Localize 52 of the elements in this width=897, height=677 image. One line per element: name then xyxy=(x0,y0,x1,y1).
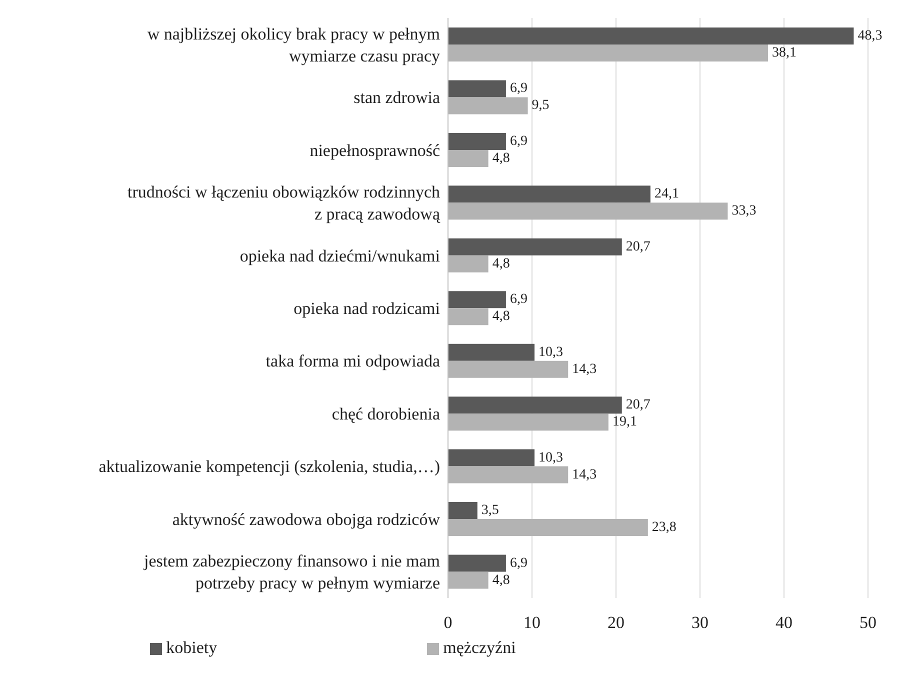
data-label: 10,3 xyxy=(538,450,564,466)
bar xyxy=(448,132,506,150)
y-tick-label: aktywność zawodowa obojga rodziców xyxy=(172,509,441,528)
data-label: 4,8 xyxy=(492,572,510,588)
bar xyxy=(448,554,506,572)
legend-label: kobiety xyxy=(166,638,218,657)
bar xyxy=(448,502,478,520)
data-label: 6,9 xyxy=(510,292,528,308)
y-tick-label: jestem zabezpieczony finansowo i nie mam potrzeby pracy w pełnym wymiarze xyxy=(143,551,440,592)
data-label: 14,3 xyxy=(572,362,597,377)
bar xyxy=(448,291,506,308)
x-tick-label: 0 xyxy=(444,613,452,632)
y-tick-label: taka forma mi odpowiada xyxy=(266,351,440,370)
data-label: 24,1 xyxy=(654,186,679,202)
y-tick-label: opieka nad rodzicami xyxy=(294,298,440,318)
legend-label: mężczyźni xyxy=(443,638,516,657)
bar xyxy=(448,449,535,466)
data-label: 10,3 xyxy=(538,344,564,360)
bar xyxy=(448,27,854,44)
data-label: 14,3 xyxy=(572,467,597,482)
bar xyxy=(448,238,622,256)
x-tick-label: 10 xyxy=(524,613,540,632)
data-label: 20,7 xyxy=(626,239,650,254)
y-tick-label: aktualizowanie kompetencji (szkolenia, studia,…) xyxy=(98,456,440,476)
data-label: 4,8 xyxy=(492,256,510,272)
x-tick-label: 30 xyxy=(692,613,708,632)
bar xyxy=(448,344,535,361)
x-tick-label: 50 xyxy=(860,613,876,632)
data-label: 3,5 xyxy=(481,503,499,518)
y-tick-label: stan zdrowia xyxy=(354,88,440,107)
data-label: 6,9 xyxy=(510,81,528,96)
data-label: 6,9 xyxy=(510,556,528,571)
data-label: 20,7 xyxy=(626,398,650,413)
data-label: 6,9 xyxy=(510,134,528,149)
y-tick-label: chęć dorobienia xyxy=(332,404,440,423)
x-tick-label: 20 xyxy=(608,613,624,632)
y-tick-label: opieka nad dziećmi/wnukami xyxy=(240,246,440,265)
data-label: 4,8 xyxy=(492,150,510,166)
y-tick-label: trudności w łączeniu obowiązków rodzinnych z pracą zawodową xyxy=(127,182,440,224)
bar xyxy=(448,186,650,203)
data-label: 33,3 xyxy=(732,204,756,219)
bar xyxy=(448,396,622,414)
data-label: 9,5 xyxy=(532,98,550,114)
data-label: 23,8 xyxy=(652,520,676,536)
x-tick-label: 40 xyxy=(776,613,792,632)
data-label: 4,8 xyxy=(492,309,510,324)
y-tick-label: w najbliższej okolicy brak pracy w pełnym wymiarze czasu pracy xyxy=(147,24,440,65)
data-label: 48,3 xyxy=(858,28,882,44)
bar xyxy=(448,80,506,98)
data-label: 38,1 xyxy=(772,45,797,60)
data-label: 19,1 xyxy=(612,414,637,430)
y-tick-label: niepełnosprawność xyxy=(310,140,440,160)
